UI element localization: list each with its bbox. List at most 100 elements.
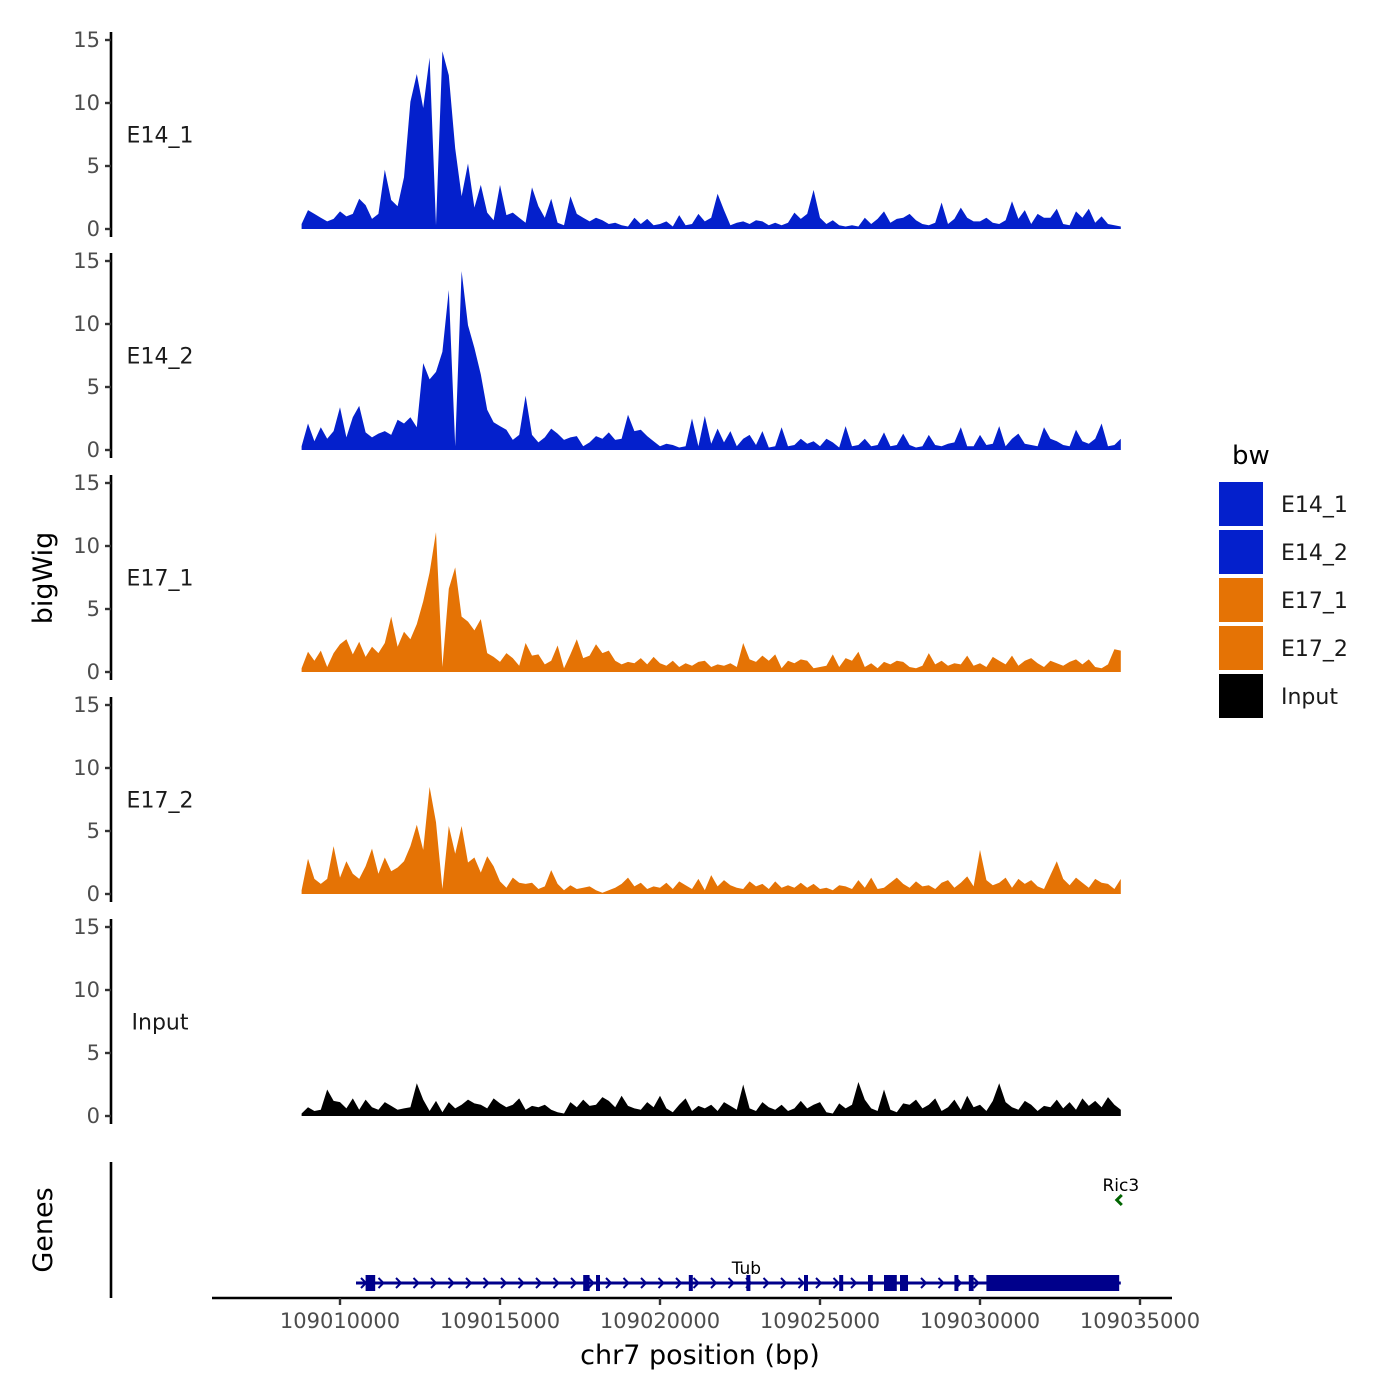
tracks-layer: 0 5 10 15 E14_1 0 5 10 15 E14_2 0 5 10 15 E17_1 0 5 10 15 E… xyxy=(73,28,1121,1128)
legend-item-E14_1: E14_1 xyxy=(1219,482,1348,526)
strand-arrow xyxy=(587,1277,595,1289)
gene-Tub: Tub xyxy=(356,1259,1121,1291)
track-label: E14_2 xyxy=(127,345,194,370)
y-tick-label: 0 xyxy=(87,217,100,241)
strand-arrow xyxy=(622,1277,630,1289)
y-tick-label: 15 xyxy=(73,249,100,273)
strand-arrow xyxy=(430,1277,438,1289)
y-tick-label: 10 xyxy=(73,978,100,1002)
strand-arrow xyxy=(500,1277,508,1289)
legend-item-E17_2: E17_2 xyxy=(1219,626,1348,670)
strand-arrow xyxy=(937,1277,945,1289)
y-tick-label: 15 xyxy=(73,915,100,939)
strand-arrow xyxy=(412,1277,420,1289)
coverage-area-Input xyxy=(301,1082,1121,1116)
legend-title: bw xyxy=(1232,441,1270,471)
gene-exon xyxy=(365,1275,376,1291)
legend: bw E14_1 E14_2 E17_1 E17_2 Input xyxy=(1219,441,1348,718)
y-tick-label: 0 xyxy=(87,1104,100,1128)
legend-label: Input xyxy=(1281,685,1338,710)
strand-arrow xyxy=(1114,1193,1123,1207)
legend-entries: E14_1 E14_2 E17_1 E17_2 Input xyxy=(1219,482,1348,718)
y-tick-label: 0 xyxy=(87,660,100,684)
legend-label: E17_1 xyxy=(1281,589,1348,614)
y-tick-label: 5 xyxy=(87,597,100,621)
gene-exon xyxy=(868,1275,873,1291)
strand-arrow xyxy=(482,1277,490,1289)
track-label: E14_1 xyxy=(127,124,194,149)
strand-arrow xyxy=(780,1277,788,1289)
strand-arrow xyxy=(920,1277,928,1289)
strand-arrow xyxy=(815,1277,823,1289)
track-E17_2: 0 5 10 15 E17_2 xyxy=(73,693,1121,906)
gene-exon xyxy=(839,1275,844,1291)
strand-arrow xyxy=(972,1277,980,1289)
legend-swatch xyxy=(1219,674,1263,718)
gene-exon xyxy=(968,1275,974,1291)
legend-label: E14_2 xyxy=(1281,541,1348,566)
y-tick-label: 0 xyxy=(87,882,100,906)
strand-arrow xyxy=(377,1277,385,1289)
strand-arrow xyxy=(710,1277,718,1289)
strand-arrow xyxy=(762,1277,770,1289)
x-tick-label: 109020000 xyxy=(600,1309,720,1333)
y-tick-label: 10 xyxy=(73,91,100,115)
x-tick-label: 109035000 xyxy=(1080,1309,1200,1333)
legend-item-E14_2: E14_2 xyxy=(1219,530,1348,574)
strand-arrow xyxy=(850,1277,858,1289)
legend-swatch xyxy=(1219,530,1263,574)
legend-item-E17_1: E17_1 xyxy=(1219,578,1348,622)
track-Input: 0 5 10 15 Input xyxy=(73,915,1121,1128)
gene-exon xyxy=(688,1275,693,1291)
strand-arrow xyxy=(517,1277,525,1289)
legend-label: E14_1 xyxy=(1281,493,1348,518)
strand-arrow xyxy=(605,1277,613,1289)
y-tick-label: 5 xyxy=(87,154,100,178)
gene-label-Tub: Tub xyxy=(731,1259,761,1279)
gene-Ric3: Ric3 xyxy=(1102,1176,1139,1207)
y-tick-label: 5 xyxy=(87,819,100,843)
gene-exon xyxy=(900,1275,908,1291)
track-E14_2: 0 5 10 15 E14_2 xyxy=(73,249,1121,462)
legend-item-Input: Input xyxy=(1219,674,1338,718)
gene-exon xyxy=(986,1275,1120,1291)
strand-arrow xyxy=(692,1277,700,1289)
strand-arrow xyxy=(657,1277,665,1289)
gene-exon xyxy=(884,1275,897,1291)
y-tick-label: 15 xyxy=(73,693,100,717)
coverage-area-E17_1 xyxy=(301,532,1121,672)
track-E14_1: 0 5 10 15 E14_1 xyxy=(73,28,1121,241)
strand-arrow xyxy=(797,1277,805,1289)
legend-swatch xyxy=(1219,482,1263,526)
y-tick-label: 15 xyxy=(73,28,100,52)
strand-arrow xyxy=(727,1277,735,1289)
strand-arrow xyxy=(570,1277,578,1289)
strand-arrow xyxy=(465,1277,473,1289)
y-tick-label: 10 xyxy=(73,756,100,780)
coverage-area-E14_2 xyxy=(301,271,1121,450)
track-E17_1: 0 5 10 15 E17_1 xyxy=(73,471,1121,684)
gene-exon xyxy=(804,1275,808,1291)
track-label: Input xyxy=(132,1011,189,1036)
y-tick-label: 5 xyxy=(87,375,100,399)
y-axis-title: bigWig xyxy=(28,532,59,625)
y-tick-label: 15 xyxy=(73,471,100,495)
y-tick-label: 10 xyxy=(73,534,100,558)
x-axis: 109010000 109015000 109020000 109025000 1090… xyxy=(212,1296,1200,1333)
x-tick-label: 109025000 xyxy=(760,1309,880,1333)
y-tick-label: 10 xyxy=(73,312,100,336)
legend-swatch xyxy=(1219,578,1263,622)
x-tick-label: 109030000 xyxy=(920,1309,1040,1333)
strand-arrow xyxy=(675,1277,683,1289)
x-tick-label: 109010000 xyxy=(280,1309,400,1333)
strand-arrow xyxy=(832,1277,840,1289)
x-axis-title: chr7 position (bp) xyxy=(580,1340,820,1371)
strand-arrow xyxy=(640,1277,648,1289)
gene-label-Ric3: Ric3 xyxy=(1102,1176,1139,1196)
y-tick-label: 5 xyxy=(87,1041,100,1065)
strand-arrow xyxy=(447,1277,455,1289)
legend-label: E17_2 xyxy=(1281,637,1348,662)
gene-exon xyxy=(746,1275,751,1291)
y-tick-label: 0 xyxy=(87,438,100,462)
